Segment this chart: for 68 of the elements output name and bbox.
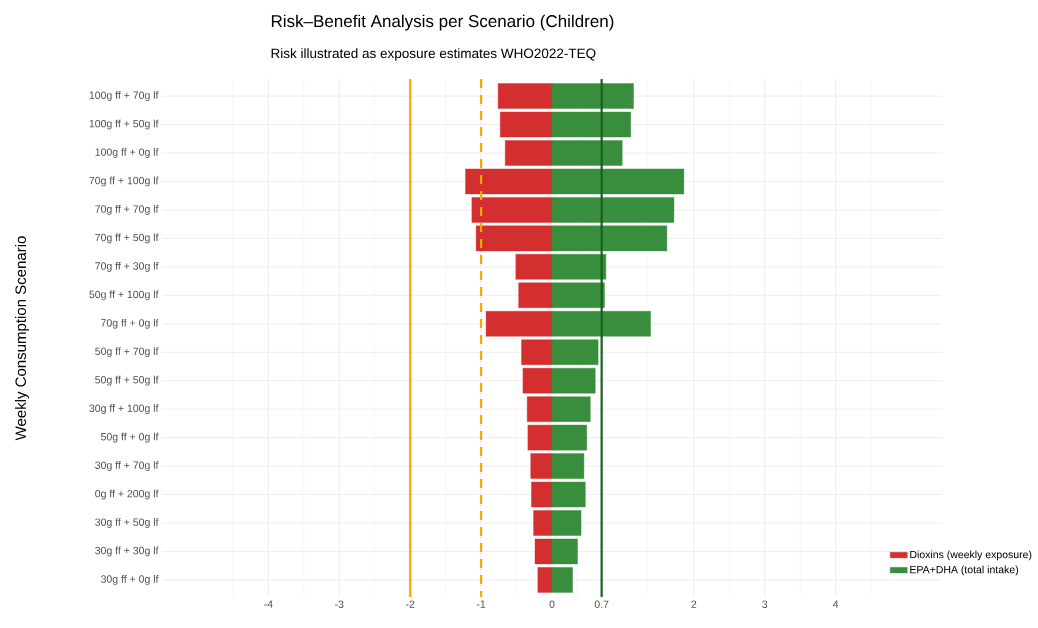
y-tick-label: 50g ff + 50g lf bbox=[95, 375, 159, 386]
bar bbox=[551, 311, 651, 337]
bar bbox=[534, 538, 553, 565]
x-tick-label: -3 bbox=[335, 600, 344, 608]
bar bbox=[551, 140, 623, 166]
y-axis-title: Weekly Consumption Scenario bbox=[15, 236, 29, 441]
y-tick-label: 0g ff + 200g lf bbox=[95, 489, 159, 500]
y-tick-label: 30g ff + 70g lf bbox=[95, 461, 159, 471]
y-tick-label: 70g ff + 100g lf bbox=[89, 176, 159, 187]
bar bbox=[497, 83, 553, 109]
bar bbox=[551, 453, 585, 479]
bar bbox=[471, 197, 553, 223]
bar bbox=[551, 197, 675, 223]
y-tick-label: 70g ff + 70g lf bbox=[95, 205, 159, 215]
bar bbox=[521, 339, 553, 365]
legend-label: Dioxins (weekly exposure) bbox=[910, 550, 1032, 561]
y-tick-label: 30g ff + 30g lf bbox=[95, 546, 159, 557]
bar bbox=[475, 225, 553, 252]
bar bbox=[551, 396, 591, 422]
bar bbox=[551, 282, 605, 309]
bar bbox=[551, 538, 578, 565]
x-tick-label: -4 bbox=[264, 600, 273, 608]
y-tick-label: 30g ff + 100g lf bbox=[89, 404, 159, 415]
bar bbox=[551, 339, 599, 365]
y-tick-label: 50g ff + 70g lf bbox=[95, 347, 159, 358]
y-tick-label: 50g ff + 100g lf bbox=[89, 290, 159, 301]
bar bbox=[533, 510, 553, 536]
bar bbox=[551, 367, 596, 394]
x-tick-label: 3 bbox=[762, 600, 768, 608]
bar bbox=[505, 140, 553, 166]
x-tick-label: -1 bbox=[476, 600, 486, 608]
y-tick-label: 70g ff + 0g lf bbox=[101, 318, 159, 329]
bar bbox=[515, 254, 553, 280]
bar bbox=[465, 168, 553, 195]
x-tick-label: 0 bbox=[549, 600, 555, 608]
bar bbox=[551, 424, 587, 451]
bar bbox=[551, 481, 586, 508]
bar bbox=[551, 225, 668, 252]
y-tick-label: 30g ff + 50g lf bbox=[95, 518, 159, 528]
y-tick-label: 100g ff + 0g lf bbox=[95, 148, 159, 158]
bar bbox=[551, 567, 573, 593]
legend-label: EPA+DHA (total intake) bbox=[910, 565, 1018, 576]
x-tick-label: 4 bbox=[832, 600, 839, 608]
y-tick-label: 100g ff + 50g lf bbox=[89, 119, 159, 130]
bar bbox=[530, 453, 553, 479]
chart-title: Risk–Benefit Analysis per Scenario (Children) bbox=[271, 14, 614, 31]
x-tick-label: -2 bbox=[405, 600, 415, 608]
bar bbox=[522, 367, 553, 394]
bar bbox=[551, 168, 685, 195]
bar bbox=[531, 481, 553, 508]
bar bbox=[526, 396, 553, 422]
y-tick-label: 100g ff + 70g lf bbox=[89, 91, 159, 101]
y-tick-label: 70g ff + 50g lf bbox=[95, 233, 159, 244]
bar bbox=[551, 111, 631, 138]
bar bbox=[551, 510, 582, 536]
y-tick-label: 50g ff + 0g lf bbox=[101, 432, 159, 443]
bar bbox=[500, 111, 553, 138]
bar bbox=[485, 311, 553, 337]
x-tick-label: 2 bbox=[691, 600, 697, 608]
bar bbox=[551, 83, 634, 109]
bar bbox=[527, 424, 553, 451]
x-tick-label: 0.7 bbox=[594, 600, 609, 608]
y-tick-label: 70g ff + 30g lf bbox=[95, 261, 159, 272]
bar bbox=[551, 254, 607, 280]
bar bbox=[537, 567, 553, 593]
bar bbox=[518, 282, 553, 309]
y-tick-label: 30g ff + 0g lf bbox=[100, 575, 159, 585]
chart-subtitle: Risk illustrated as exposure estimates WHO2022-TEQ bbox=[271, 48, 596, 61]
